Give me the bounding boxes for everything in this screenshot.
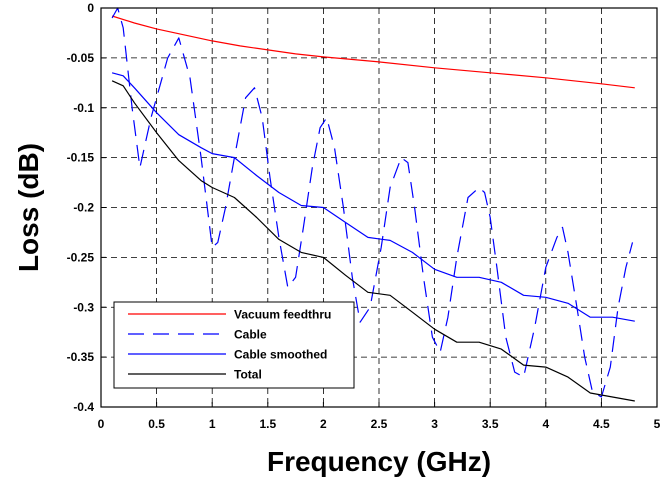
x-tick-label: 5 [654, 417, 661, 431]
x-tick-label: 0.5 [148, 417, 165, 431]
x-axis-title: Frequency (GHz) [267, 446, 491, 477]
x-tick-label: 4 [542, 417, 549, 431]
x-tick-label: 3.5 [482, 417, 499, 431]
y-tick-label: -0.15 [67, 151, 95, 165]
y-tick-label: -0.35 [67, 350, 95, 364]
legend-label-cable: Cable [234, 328, 267, 342]
x-tick-label: 2.5 [371, 417, 388, 431]
y-tick-label: -0.05 [67, 51, 95, 65]
y-axis-title: Loss (dB) [13, 143, 44, 272]
y-tick-label: -0.3 [73, 300, 94, 314]
x-tick-label: 1.5 [259, 417, 276, 431]
y-tick-label: 0 [87, 1, 94, 15]
x-tick-label: 0 [98, 417, 105, 431]
legend: Vacuum feedthru Cable Cable smoothed Total [113, 301, 355, 389]
series-line-cable-smoothed [111, 72, 635, 322]
y-tick-label: -0.1 [73, 101, 94, 115]
x-tick-label: 4.5 [593, 417, 610, 431]
series-line-vacuum-feedthru [111, 15, 635, 89]
series-line-total [111, 80, 635, 402]
y-tick-label: -0.2 [73, 201, 94, 215]
x-tick-label: 3 [431, 417, 438, 431]
legend-label-vacuum-feedthru: Vacuum feedthru [234, 308, 331, 322]
y-axis-ticks: 0 -0.05 -0.1 -0.15 -0.2 -0.25 -0.3 -0.35 -0.4 [67, 1, 106, 414]
series-line-cable [111, 7, 634, 398]
x-tick-label: 2 [320, 417, 327, 431]
x-tick-label: 1 [209, 417, 216, 431]
legend-label-total: Total [234, 368, 262, 382]
y-tick-label: -0.25 [67, 250, 95, 264]
series-group [111, 7, 635, 402]
legend-label-cable-smoothed: Cable smoothed [234, 348, 327, 362]
x-axis-ticks: 0 0.5 1 1.5 2 2.5 3 3.5 4 4.5 5 [98, 402, 661, 431]
y-tick-label: -0.4 [73, 400, 94, 414]
